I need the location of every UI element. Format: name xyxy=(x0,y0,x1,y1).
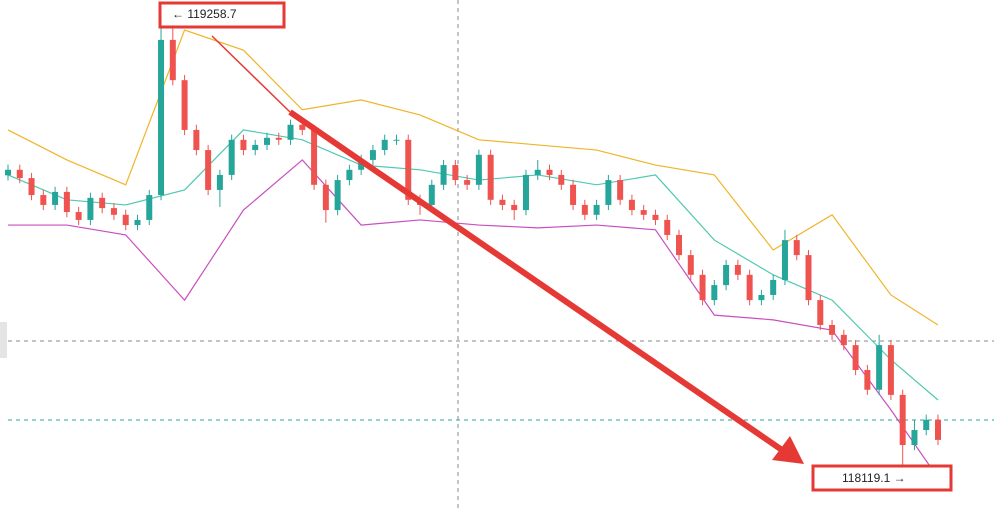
candle-body xyxy=(923,419,930,431)
candle-body xyxy=(840,334,847,346)
candle-body xyxy=(487,154,494,200)
band-line xyxy=(8,159,939,479)
candle-body xyxy=(240,139,247,151)
candle-body xyxy=(440,165,447,185)
candle-body xyxy=(169,39,176,81)
candle-body xyxy=(935,419,941,440)
annotation-box xyxy=(158,1,286,29)
candle-body xyxy=(793,240,800,256)
candle-body xyxy=(63,191,70,213)
candle-body xyxy=(475,154,482,185)
candle-body xyxy=(605,180,612,205)
candle-body xyxy=(687,255,694,275)
candle-body xyxy=(805,255,812,301)
arrow-shaft xyxy=(288,109,784,453)
candle-body xyxy=(911,430,918,446)
candle-body xyxy=(381,139,388,151)
candle-body xyxy=(699,274,706,301)
candle-body xyxy=(216,174,223,190)
candle-body xyxy=(499,199,506,205)
candle-body xyxy=(664,219,671,235)
candle-body xyxy=(640,210,647,215)
candle-body xyxy=(181,80,188,130)
annotation-label: 118119.1 → xyxy=(842,471,906,485)
candle-body xyxy=(205,150,212,190)
candle-body xyxy=(546,169,553,175)
candle-body xyxy=(263,137,270,145)
candle-body xyxy=(758,294,765,301)
candle-body xyxy=(393,139,400,141)
side-handle[interactable] xyxy=(0,322,7,358)
candle-body xyxy=(770,279,777,295)
candle-body xyxy=(146,195,153,220)
candle-body xyxy=(405,139,412,200)
candle-body xyxy=(158,39,165,196)
annotation-box xyxy=(811,464,953,492)
candle-body xyxy=(28,178,35,196)
candle-body xyxy=(581,204,588,215)
candle-body xyxy=(781,240,788,280)
candle-body xyxy=(275,137,282,140)
candle-body xyxy=(887,345,894,395)
candle-body xyxy=(570,184,577,205)
candle-body xyxy=(817,300,824,325)
band-line xyxy=(7,29,939,326)
candle-body xyxy=(193,129,200,151)
candle-body xyxy=(369,150,376,160)
arrow-thin xyxy=(211,35,291,113)
candle-body xyxy=(334,180,341,211)
candle-body xyxy=(252,144,259,151)
candle-body xyxy=(652,214,659,220)
candle-body xyxy=(676,234,683,256)
candle-body xyxy=(617,180,624,200)
candle-body xyxy=(511,204,518,211)
candle-body xyxy=(876,345,883,390)
candle-body xyxy=(558,174,565,185)
candle-body xyxy=(829,324,836,335)
candle-body xyxy=(287,124,294,140)
candle-body xyxy=(5,169,11,176)
candle-body xyxy=(87,197,94,220)
candle-body xyxy=(734,264,741,275)
candle-body xyxy=(75,212,82,220)
plot xyxy=(5,17,941,479)
candle-body xyxy=(40,195,47,205)
candle-body xyxy=(864,370,871,390)
candle-body xyxy=(452,165,459,181)
candle-body xyxy=(723,264,730,286)
candle-body xyxy=(534,169,541,175)
candle-body xyxy=(711,285,718,301)
candle-body xyxy=(52,191,59,205)
label-bg xyxy=(170,7,240,23)
arrow-head xyxy=(772,436,804,464)
candle-body xyxy=(110,208,117,215)
candle-body xyxy=(746,274,753,301)
candle-body xyxy=(852,345,859,371)
candle-body xyxy=(464,180,471,185)
candle-body xyxy=(311,129,318,185)
candle-body xyxy=(299,124,306,130)
candle-body xyxy=(428,184,435,205)
candle-body xyxy=(228,139,235,175)
candle-body xyxy=(899,394,906,446)
candle-body xyxy=(358,159,365,170)
annotation-label: ← 119258.7 xyxy=(172,7,237,21)
candle-body xyxy=(134,219,141,226)
candle-body xyxy=(522,174,529,211)
candle-body xyxy=(99,197,106,209)
candle-body xyxy=(593,204,600,215)
candle-body xyxy=(628,199,635,211)
candle-body xyxy=(16,169,23,179)
candle-body xyxy=(322,184,329,211)
candle-body xyxy=(122,214,129,226)
candle-body xyxy=(346,169,353,181)
